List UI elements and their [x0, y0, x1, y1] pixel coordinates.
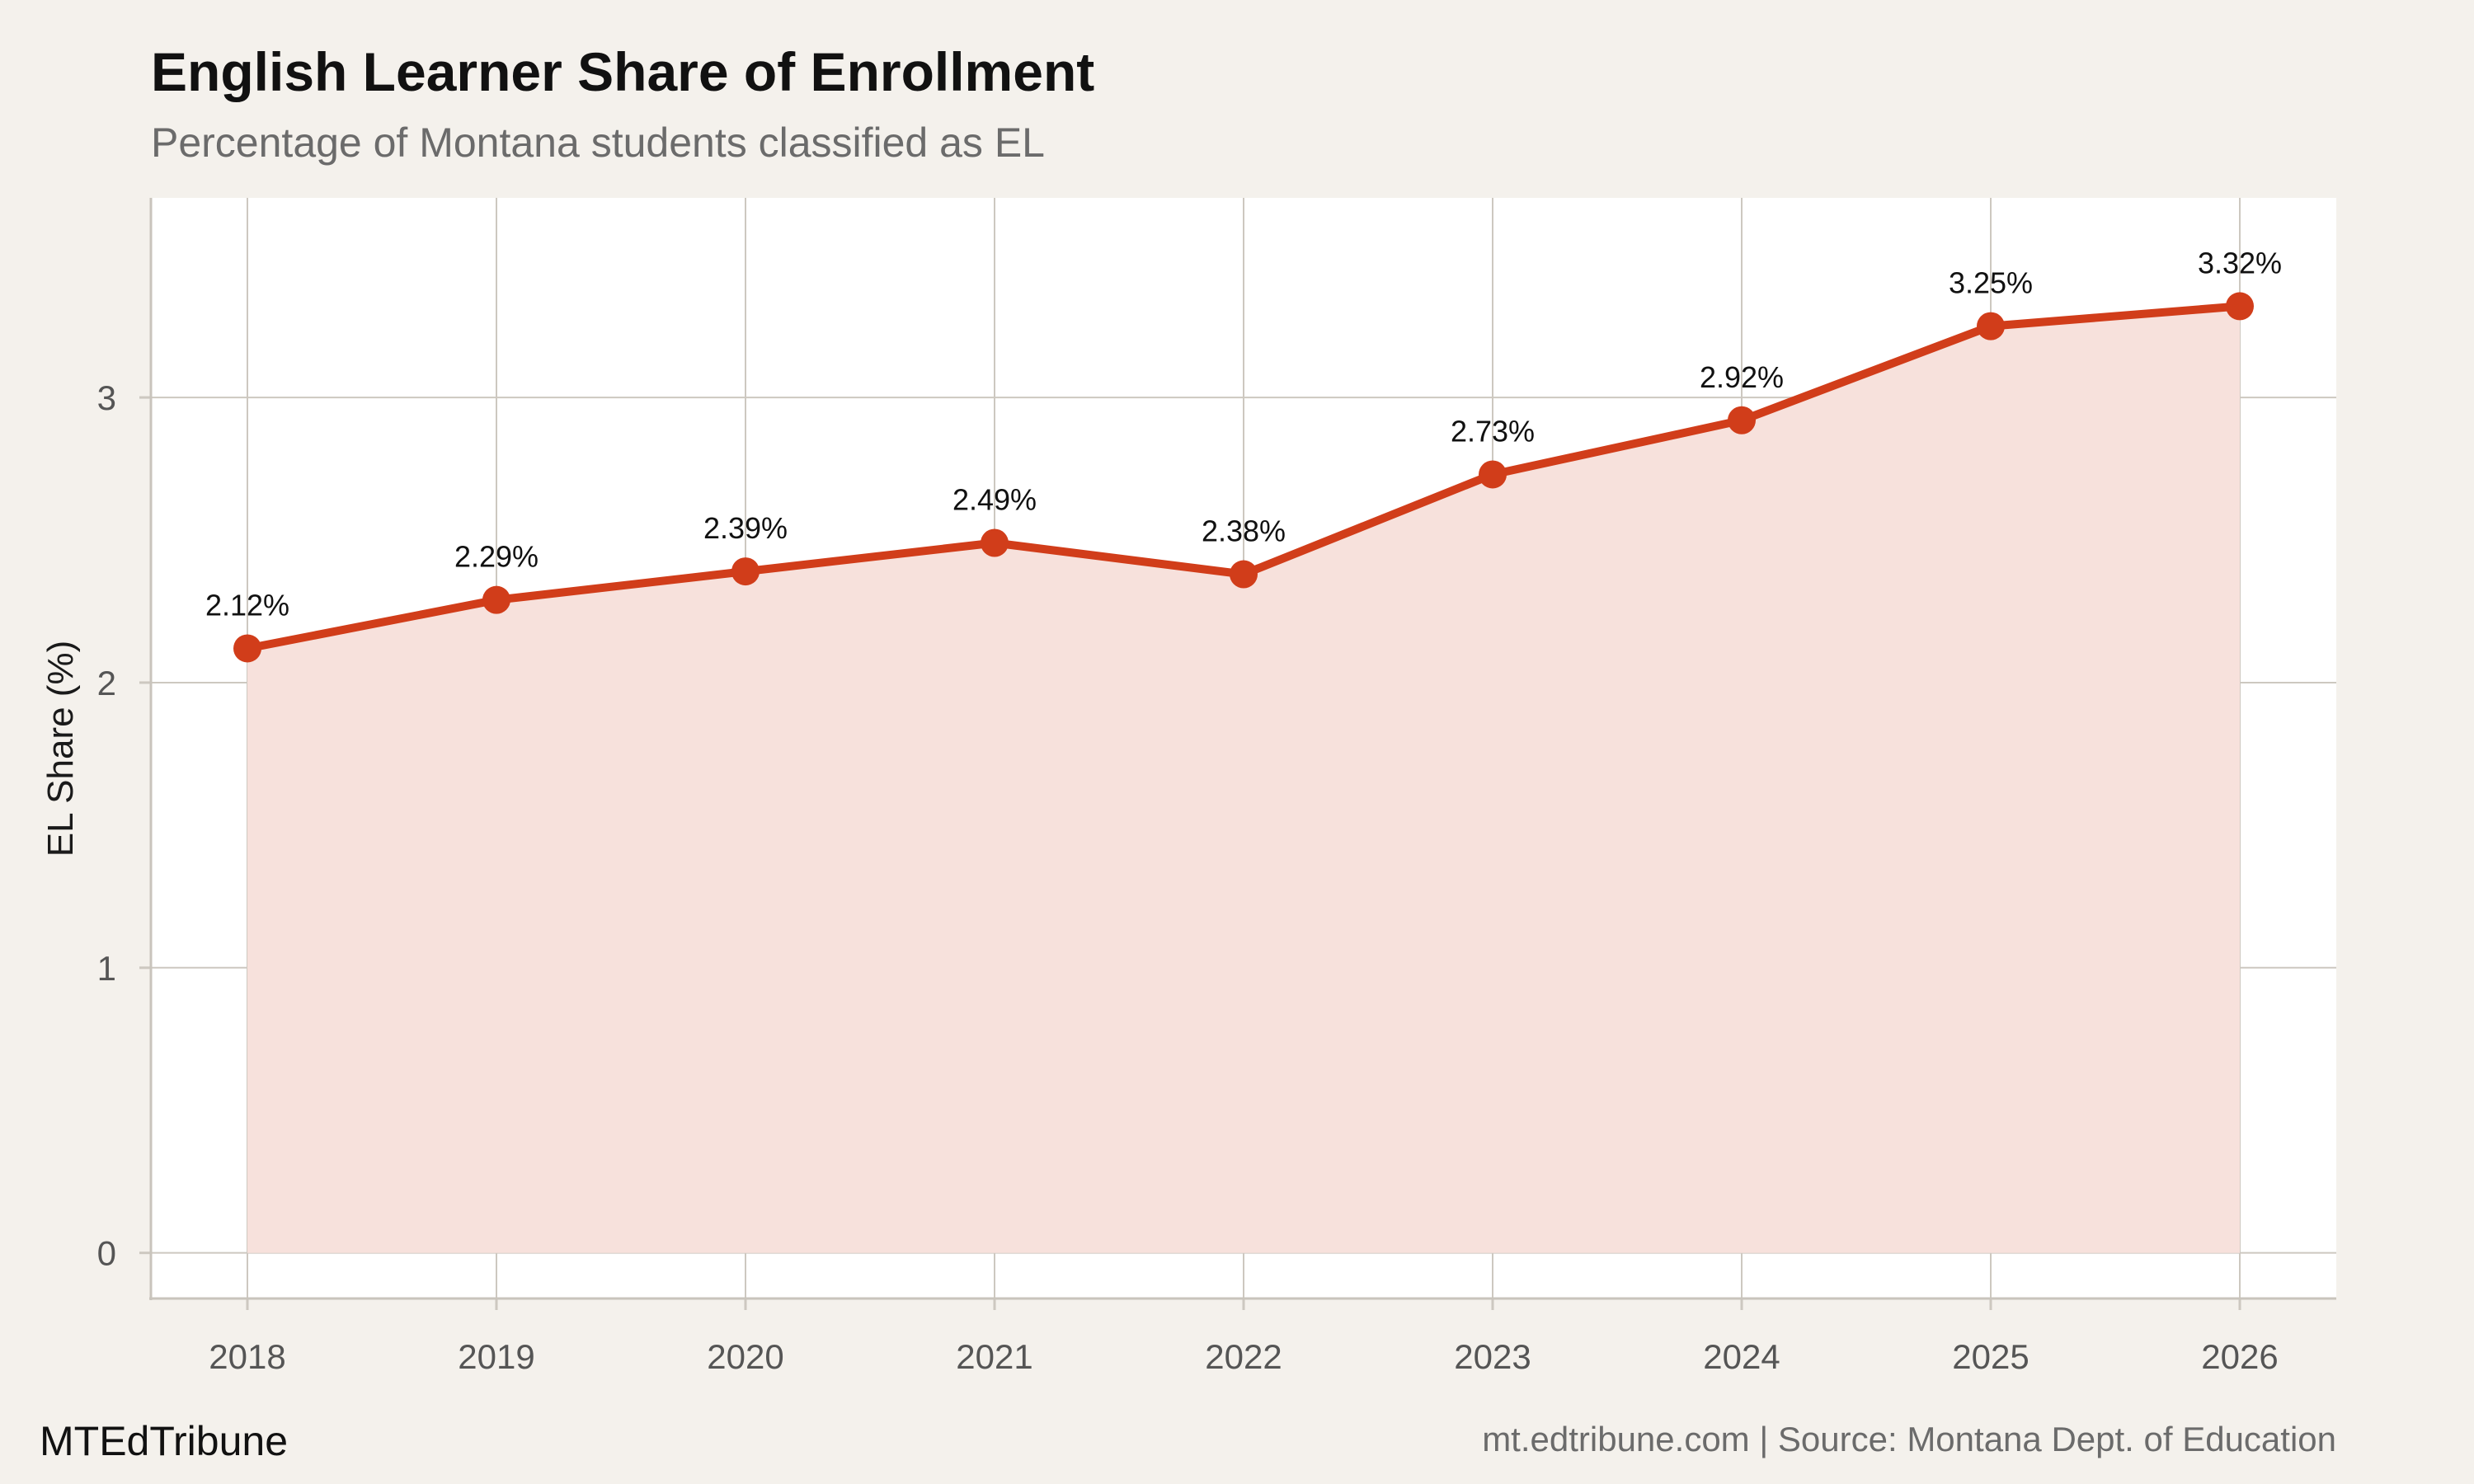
y-tick-label: 1: [97, 949, 116, 988]
x-tick-label: 2020: [707, 1337, 783, 1376]
data-point: [731, 557, 760, 586]
y-tick-label: 0: [97, 1234, 116, 1273]
x-tick-label: 2024: [1703, 1337, 1780, 1376]
data-label: 2.38%: [1202, 514, 1286, 548]
x-tick-labels: 2018 2019 2020 2021 2022 2023 2024 2025 2026: [209, 1337, 2278, 1376]
data-label: 2.73%: [1451, 414, 1535, 448]
data-label: 2.29%: [454, 540, 539, 574]
chart-subtitle: Percentage of Montana students classifie…: [151, 120, 1045, 166]
y-tick-label: 3: [97, 378, 116, 417]
data-point: [233, 634, 261, 663]
data-labels: 2.12% 2.29% 2.39% 2.49% 2.38% 2.73% 2.92% 3.25%…: [205, 246, 2282, 622]
x-tick-label: 2025: [1952, 1337, 2029, 1376]
data-label: 3.25%: [1949, 266, 2033, 300]
data-point: [981, 528, 1009, 557]
x-tick-label: 2019: [458, 1337, 534, 1376]
source-note: mt.edtribune.com | Source: Montana Dept.…: [1482, 1420, 2336, 1458]
data-point: [2226, 292, 2254, 321]
chart-title: English Learner Share of Enrollment: [151, 41, 1094, 102]
data-point: [482, 585, 510, 614]
x-tick-label: 2018: [209, 1337, 285, 1376]
data-label: 2.49%: [952, 482, 1037, 516]
y-tick-label: 2: [97, 664, 116, 702]
y-axis-label: EL Share (%): [40, 641, 81, 857]
area-fill: [247, 306, 2240, 1253]
x-tick-label: 2023: [1454, 1337, 1531, 1376]
data-point: [1977, 312, 2005, 340]
data-points: [233, 292, 2254, 663]
x-tick-label: 2022: [1205, 1337, 1282, 1376]
brand-name: MTEdTribune: [40, 1418, 288, 1464]
y-tick-labels: 0 1 2 3: [97, 378, 116, 1273]
data-label: 2.39%: [703, 511, 788, 545]
x-tick-label: 2021: [956, 1337, 1032, 1376]
data-label: 2.92%: [1700, 360, 1784, 394]
data-point: [1728, 406, 1756, 434]
data-label: 3.32%: [2198, 246, 2282, 279]
x-tick-label: 2026: [2201, 1337, 2278, 1376]
data-label: 2.12%: [205, 588, 289, 622]
data-point: [1230, 560, 1258, 589]
data-point: [1479, 460, 1507, 489]
